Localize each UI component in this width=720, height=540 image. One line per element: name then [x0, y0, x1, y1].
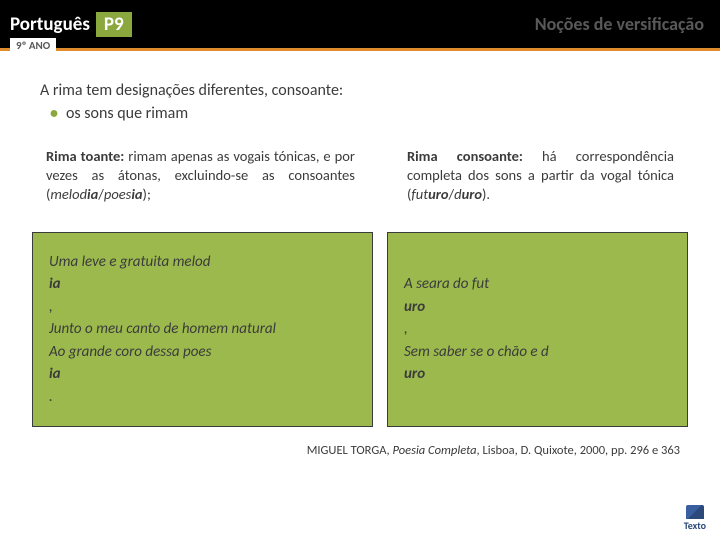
level-badge: P9 — [96, 12, 132, 37]
book-icon — [686, 505, 704, 519]
example-toante: Uma leve e gratuita melodia,Junto o meu … — [32, 232, 373, 428]
example-boxes: Uma leve e gratuita melodia,Junto o meu … — [0, 232, 720, 428]
topic-title: Noções de versificação — [535, 13, 704, 35]
publisher-logo: Texto — [684, 505, 706, 532]
bullet-icon: • — [50, 104, 58, 123]
def-toante: Rima toante: rimam apenas as vogais tóni… — [40, 147, 361, 204]
def-consoante: Rima consoante: há correspondência compl… — [401, 147, 680, 204]
header-bar: Português P9 Noções de versificação — [0, 0, 720, 48]
grade-label: 9º ANO — [10, 38, 56, 53]
intro-text: A rima tem designações diferentes, conso… — [40, 81, 680, 100]
col-left: Rima toante: rimam apenas as vogais tóni… — [40, 147, 361, 204]
col-right: Rima consoante: há correspondência compl… — [401, 147, 680, 204]
citation: MIGUEL TORGA, Poesia Completa, Lisboa, D… — [0, 427, 720, 458]
definition-columns: Rima toante: rimam apenas as vogais tóni… — [40, 147, 680, 204]
content-area: A rima tem designações diferentes, conso… — [0, 51, 720, 204]
bullet-item: • os sons que rimam — [50, 104, 680, 123]
header-left: Português P9 — [10, 12, 132, 37]
publisher-name: Texto — [684, 519, 706, 532]
example-consoante: A seara do futuro,Sem saber se o chão e … — [387, 232, 688, 428]
bullet-text: os sons que rimam — [66, 104, 188, 123]
subject-title: Português — [10, 13, 90, 36]
